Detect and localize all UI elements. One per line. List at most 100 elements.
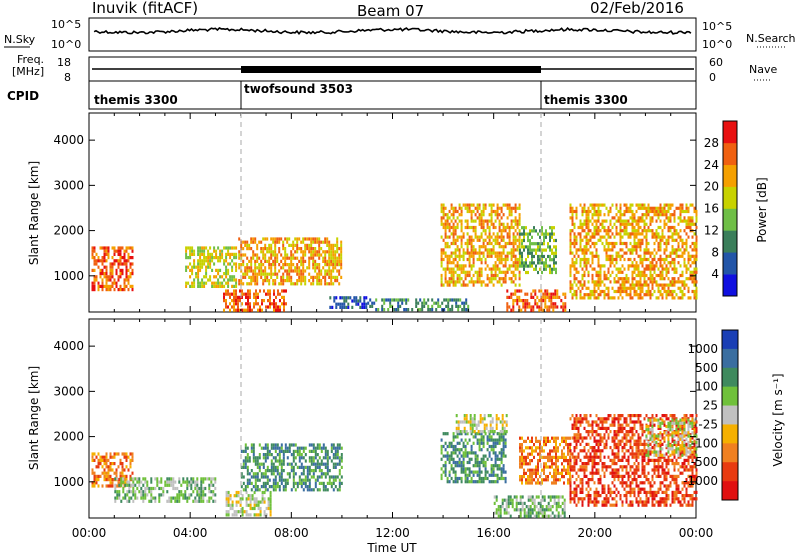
power-cell <box>209 262 212 266</box>
velocity-cell <box>178 490 181 494</box>
power-cell <box>229 308 231 312</box>
velocity-cell <box>505 498 508 502</box>
velocity-cell <box>519 455 521 459</box>
velocity-cell <box>494 457 497 461</box>
power-cell <box>417 301 420 305</box>
velocity-cell <box>93 458 96 462</box>
power-cell <box>193 278 196 282</box>
velocity-cell <box>527 508 530 512</box>
power-cell <box>687 254 690 258</box>
velocity-cell <box>483 426 486 430</box>
velocity-cell <box>166 490 169 494</box>
power-cell <box>320 279 323 283</box>
velocity-cell <box>537 501 540 505</box>
power-cell <box>268 256 271 260</box>
power-cell <box>573 245 576 249</box>
power-cell <box>246 247 249 251</box>
velocity-cell <box>310 449 313 453</box>
velocity-cell <box>338 443 341 447</box>
velocity-cell <box>501 414 504 418</box>
power-cell <box>448 277 451 281</box>
velocity-cell <box>160 486 163 491</box>
power-cell <box>587 286 590 290</box>
velocity-cell <box>245 503 248 507</box>
power-cell <box>691 203 694 207</box>
power-cell <box>543 264 545 268</box>
velocity-cell <box>456 432 459 436</box>
velocity-cell <box>336 449 339 453</box>
power-cell <box>637 245 640 249</box>
power-cell <box>105 259 108 263</box>
power-cell <box>510 248 513 252</box>
power-cell <box>458 267 461 271</box>
power-cell <box>685 203 688 207</box>
power-cell <box>519 232 521 236</box>
power-cell <box>494 270 497 274</box>
velocity-cell <box>470 476 473 481</box>
power-cell <box>225 265 228 269</box>
power-cell <box>651 257 654 262</box>
power-cell <box>523 267 525 271</box>
velocity-cell <box>267 506 270 511</box>
velocity-cell <box>272 488 275 492</box>
velocity-cell <box>537 446 539 450</box>
power-cell <box>679 264 682 268</box>
velocity-cell <box>480 460 483 465</box>
velocity-cell <box>130 490 133 494</box>
power-cell <box>661 213 664 217</box>
velocity-cell <box>490 473 493 477</box>
power-cell <box>647 257 650 262</box>
power-cell <box>375 298 378 302</box>
power-cell <box>585 251 588 255</box>
nave-tick-bottom: 0 <box>709 71 716 84</box>
power-cell <box>107 256 110 260</box>
velocity-cell <box>208 477 211 481</box>
power-cell <box>318 240 321 244</box>
power-cell <box>235 292 237 296</box>
power-cell <box>403 308 406 312</box>
velocity-cell <box>472 473 475 477</box>
power-cell <box>639 283 642 287</box>
power-cell <box>105 268 108 272</box>
power-cell <box>663 267 666 271</box>
power-cell <box>595 222 598 226</box>
velocity-cell <box>545 514 548 518</box>
velocity-cell <box>103 471 106 475</box>
power-cell <box>340 266 343 270</box>
power-cell <box>283 308 285 312</box>
power-cell <box>280 279 283 283</box>
velocity-cell <box>330 443 333 447</box>
power-cell <box>643 229 646 233</box>
power-cell <box>599 270 602 274</box>
power-cell <box>512 305 515 309</box>
power-cell <box>512 299 515 303</box>
power-cell <box>545 261 547 265</box>
velocity-cell <box>245 497 248 501</box>
velocity-cell <box>326 472 329 476</box>
power-cell <box>312 266 315 270</box>
power-cell <box>579 283 582 287</box>
velocity-cell <box>553 468 555 472</box>
power-cell <box>466 270 469 274</box>
power-cell <box>498 219 501 223</box>
power-cell <box>597 219 600 223</box>
velocity-cell <box>306 472 309 476</box>
velocity-cell <box>320 459 323 463</box>
power-cell <box>603 273 606 278</box>
velocity-cell <box>559 478 561 482</box>
velocity-cell <box>486 470 489 474</box>
power-cell <box>681 254 684 258</box>
power-cell <box>478 216 481 220</box>
power-cell <box>217 272 220 276</box>
velocity-cell <box>192 477 195 481</box>
velocity-cell <box>448 473 451 477</box>
power-cell <box>498 241 501 246</box>
power-cell <box>248 282 251 286</box>
power-cell <box>663 283 666 287</box>
power-cell <box>243 308 245 312</box>
power-cell <box>659 238 662 242</box>
velocity-cell <box>563 501 566 505</box>
power-cell <box>470 267 473 271</box>
velocity-cell <box>501 501 504 505</box>
power-cell <box>435 301 438 305</box>
